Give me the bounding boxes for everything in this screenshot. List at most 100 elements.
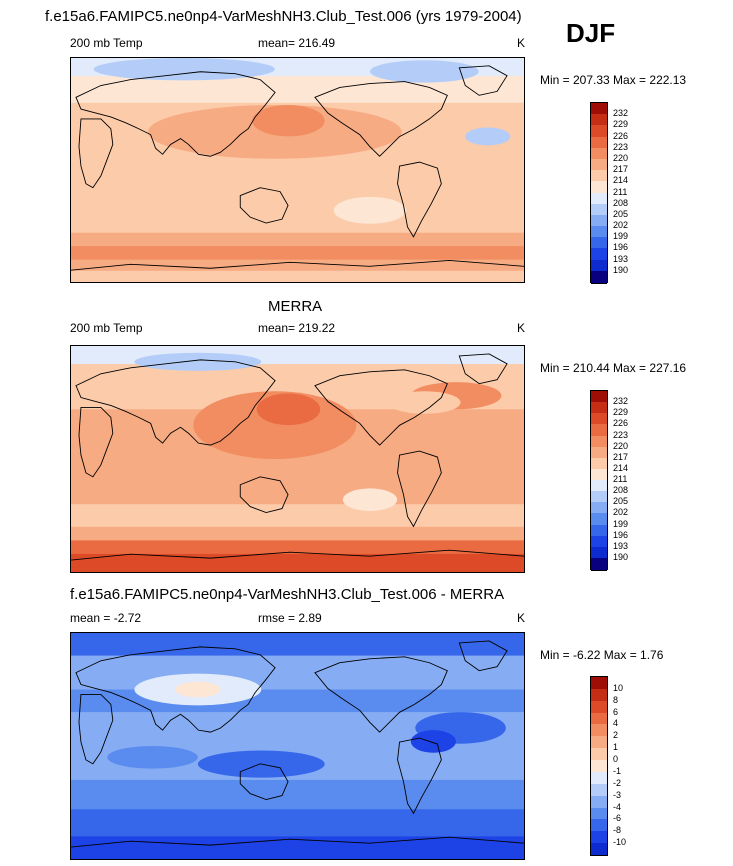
colorbar-tick-label: 223 — [613, 141, 629, 152]
panel3-map — [70, 632, 525, 860]
field-band — [71, 504, 524, 528]
colorbar-tick-label: 217 — [613, 451, 629, 462]
colorbar-tick-label: 199 — [613, 231, 629, 242]
colorbar-tick-label: 217 — [613, 164, 629, 175]
field-band — [71, 540, 524, 555]
colorbar-tick-label: -6 — [613, 813, 622, 824]
colorbar-tick-label: 232 — [613, 108, 629, 119]
colorbar-tick-label: 229 — [613, 119, 629, 130]
colorbar-tick-label: 208 — [613, 197, 629, 208]
panel3-minmax: Min = -6.22 Max = 1.76 — [540, 648, 664, 662]
colorbar-tick-label: 1 — [613, 742, 619, 753]
coastline — [239, 763, 289, 800]
field-band — [71, 232, 524, 247]
colorbar-tick-label: 193 — [613, 253, 629, 264]
colorbar-tick-label: 10 — [613, 682, 624, 693]
coastline — [458, 353, 508, 385]
field-blob — [369, 60, 479, 83]
colorbar-box — [591, 557, 607, 571]
field-blob — [175, 681, 221, 698]
colorbar-tick-label: 205 — [613, 208, 629, 219]
panel3-title: f.e15a6.FAMIPC5.ne0np4-VarMeshNH3.Club_T… — [70, 586, 505, 603]
coastline — [239, 476, 289, 513]
colorbar-tick-label: 211 — [613, 186, 628, 197]
field-band — [71, 836, 524, 860]
panel1-minmax: Min = 207.33 Max = 222.13 — [540, 73, 687, 87]
coastline — [314, 81, 448, 157]
colorbar-tick-label: 220 — [613, 152, 629, 163]
field-blob — [465, 127, 511, 146]
coastline — [458, 65, 508, 96]
colorbar-box — [591, 270, 607, 284]
coastline — [314, 656, 448, 733]
coastline — [75, 359, 276, 446]
panel1-title: f.e15a6.FAMIPC5.ne0np4-VarMeshNH3.Club_T… — [45, 8, 522, 25]
coastline — [78, 407, 114, 478]
colorbar-tick-label: 190 — [613, 551, 629, 562]
colorbar-tick-label: -10 — [613, 837, 627, 848]
colorbar-tick-label: -4 — [613, 801, 622, 812]
colorbar-tick-label: 214 — [613, 462, 629, 473]
colorbar-tick-label: 190 — [613, 264, 629, 275]
field-band — [71, 270, 524, 283]
field-blob — [134, 352, 262, 371]
field-blob — [107, 746, 198, 769]
field-blob — [342, 488, 398, 511]
coastline — [78, 118, 114, 189]
field-blob — [252, 105, 325, 137]
colorbar-tick-label: 223 — [613, 429, 629, 440]
field-blob — [333, 196, 407, 224]
field-band — [71, 553, 524, 573]
map-plot — [70, 633, 525, 860]
panel1-colorbar: 232 229 226 223 220 217 214 211 208 205 202 199 196 1… — [590, 102, 628, 284]
colorbar-tick-label: 2 — [613, 730, 619, 741]
panel3-units-label: K — [517, 611, 526, 625]
coastline — [70, 836, 525, 848]
colorbar-tick-label: 211 — [613, 474, 628, 484]
field-blob — [388, 391, 461, 414]
coastline — [397, 161, 442, 238]
panel3-colorbar: 10 8 6 4 2 1 0 -1 -2 -3 -4 -6 -8 -10 — [590, 676, 626, 857]
colorbar-tick-label: 199 — [613, 518, 629, 529]
panel2-minmax: Min = 210.44 Max = 227.16 — [540, 361, 687, 375]
coastline — [397, 450, 442, 528]
map-plot — [70, 58, 525, 283]
colorbar-tick-label: 196 — [613, 529, 629, 540]
panel3-rmse-label: rmse = 2.89 — [258, 611, 322, 625]
coastline — [78, 694, 114, 765]
panel1-mean-label: mean= 216.49 — [258, 36, 336, 50]
season-label: DJF — [566, 18, 616, 48]
coastline — [397, 737, 442, 815]
colorbar-tick-label: -1 — [613, 765, 622, 776]
colorbar-tick-label: 208 — [613, 485, 629, 496]
colorbar-box — [591, 843, 607, 857]
coastline — [239, 187, 289, 224]
colorbar-tick-label: -2 — [613, 777, 622, 788]
coastline — [70, 549, 525, 561]
colorbar-tick-label: -8 — [613, 825, 622, 836]
colorbar-tick-label: 4 — [613, 718, 619, 729]
panel2-title: MERRA — [268, 298, 323, 315]
coastline — [75, 71, 276, 157]
colorbar-tick-label: 202 — [613, 507, 629, 518]
colorbar-tick-label: 214 — [613, 175, 629, 186]
field-band — [71, 809, 524, 837]
panel3-mean-label: mean = -2.72 — [70, 611, 142, 625]
field-band — [71, 259, 524, 272]
panel1-variable-label: 200 mb Temp — [70, 36, 143, 50]
colorbar-tick-label: 202 — [613, 220, 629, 231]
coastline — [458, 640, 508, 672]
colorbar-tick-label: 6 — [613, 706, 619, 717]
field-band — [71, 779, 524, 810]
colorbar-tick-label: 8 — [613, 694, 619, 705]
coastline — [314, 369, 448, 446]
panel2-variable-label: 200 mb Temp — [70, 321, 143, 335]
panel2-map — [70, 345, 525, 573]
colorbar-tick-label: 232 — [613, 396, 629, 407]
panel1-map — [70, 57, 525, 283]
colorbar-tick-label: 226 — [613, 418, 629, 429]
map-plot — [70, 346, 525, 573]
field-blob — [410, 730, 457, 753]
panel1-units-label: K — [517, 36, 526, 50]
coastline — [75, 646, 276, 733]
